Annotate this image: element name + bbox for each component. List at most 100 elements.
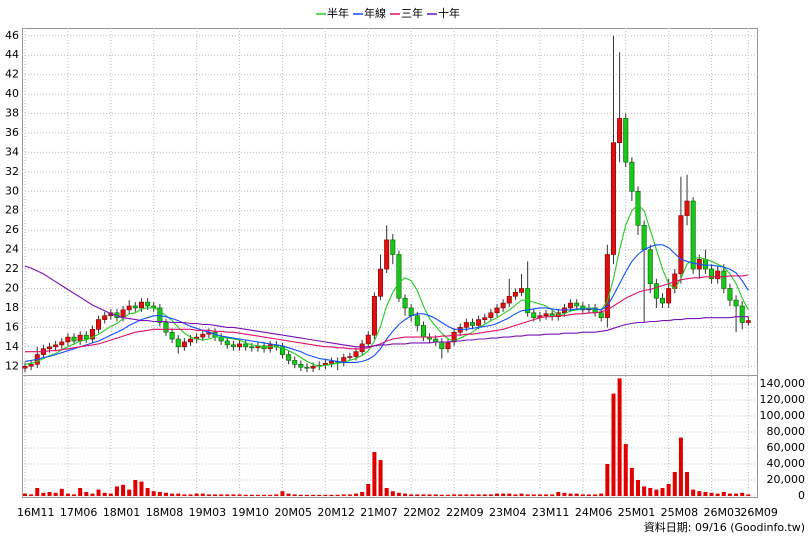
volume-bar	[29, 494, 34, 496]
y-tick-label: 22	[5, 262, 19, 275]
volume-bar	[476, 494, 481, 496]
candle-body	[721, 270, 727, 289]
volume-bar	[574, 493, 579, 496]
candle-body	[635, 190, 641, 226]
candle-body	[328, 361, 334, 364]
candle-body	[702, 259, 708, 270]
volume-bar	[678, 437, 683, 496]
volume-bar	[403, 493, 408, 496]
volume-bar	[219, 494, 224, 496]
legend-label: 半年	[327, 6, 349, 20]
x-tick-label: 22M09	[446, 506, 484, 519]
volume-bar	[519, 493, 524, 496]
volume-bar	[200, 493, 205, 496]
candle-body	[390, 239, 396, 255]
x-tick-label: 16M11	[17, 506, 55, 519]
ma-line	[25, 274, 749, 353]
candle-body	[286, 354, 292, 361]
volume-bar	[102, 492, 107, 496]
volume-bar	[121, 484, 126, 496]
volume-tick-label: 100,000	[760, 409, 806, 422]
x-tick-label: 19M10	[232, 506, 269, 519]
candle-body	[463, 322, 469, 328]
volume-bar	[636, 480, 640, 496]
candle-body	[163, 322, 169, 333]
candle-body	[145, 301, 151, 307]
candle-body	[402, 297, 408, 309]
volume-bar	[133, 480, 138, 496]
volume-bar	[531, 494, 536, 496]
volume-bar	[157, 492, 162, 496]
volume-bar	[452, 494, 457, 496]
x-tick-label: 20M12	[317, 506, 355, 519]
candle-body	[469, 322, 475, 326]
candle-body	[666, 288, 672, 304]
volume-bar	[360, 492, 365, 496]
volume-bar	[311, 494, 316, 496]
candle-body	[568, 302, 574, 309]
volume-bar	[78, 488, 83, 496]
ma-line	[24, 204, 749, 367]
volume-bar	[280, 491, 285, 496]
volume-bar	[568, 493, 573, 496]
volume-bar	[65, 493, 70, 496]
volume-bar	[648, 488, 653, 496]
candle-body	[451, 331, 457, 343]
candle-body	[396, 254, 402, 299]
volume-bar	[470, 494, 475, 496]
candle-body	[598, 312, 604, 318]
volume-bar	[354, 493, 359, 496]
volume-tick-label: 60,000	[767, 441, 806, 454]
candle-body	[371, 295, 377, 336]
candle-body	[739, 305, 745, 323]
volume-bar	[433, 494, 438, 496]
volume-bar	[666, 484, 671, 496]
volume-bar	[605, 464, 610, 496]
volume-tick-label: 0	[798, 489, 805, 502]
volume-bar	[114, 486, 119, 496]
volume-bar	[390, 491, 395, 496]
legend-label: 三年	[401, 6, 423, 20]
volume-bar	[525, 494, 530, 496]
volume-bar	[654, 489, 659, 496]
y-tick-label: 26	[5, 223, 19, 236]
candle-body	[500, 302, 506, 309]
x-tick-label: 21M07	[360, 506, 398, 519]
candle-body	[641, 225, 647, 250]
candle-body	[89, 329, 95, 340]
volume-bar	[697, 491, 702, 496]
volume-bar	[366, 484, 371, 496]
candle-body	[439, 341, 445, 350]
volume-bar	[464, 494, 469, 496]
volume-bar	[206, 494, 211, 496]
x-tick-label: 26M03	[704, 506, 742, 519]
y-tick-label: 32	[5, 165, 19, 178]
volume-bar	[550, 494, 555, 496]
candle-body	[59, 341, 65, 346]
volume-bar	[629, 468, 634, 496]
candle-body	[647, 249, 653, 284]
volume-bar	[727, 493, 732, 496]
volume-bar	[145, 488, 150, 496]
volume-frame	[22, 375, 758, 498]
volume-bar	[439, 494, 444, 496]
volume-bar	[562, 492, 567, 496]
volume-bar	[715, 493, 720, 496]
volume-tick-label: 120,000	[760, 393, 806, 406]
volume-bar	[213, 494, 218, 496]
volume-bar	[495, 493, 500, 496]
volume-bar	[537, 494, 542, 496]
volume-bar	[734, 493, 739, 496]
candle-body	[126, 305, 132, 311]
volume-bar	[482, 494, 487, 496]
candle-body	[347, 356, 353, 358]
candle-body	[249, 346, 255, 349]
y-tick-label: 16	[5, 320, 19, 333]
volume-bar	[188, 494, 193, 496]
candle-body	[629, 161, 635, 192]
volume-bar	[691, 489, 696, 496]
candle-body	[727, 288, 733, 301]
volume-tick-label: 140,000	[760, 377, 806, 390]
x-tick-label: 23M11	[532, 506, 570, 519]
